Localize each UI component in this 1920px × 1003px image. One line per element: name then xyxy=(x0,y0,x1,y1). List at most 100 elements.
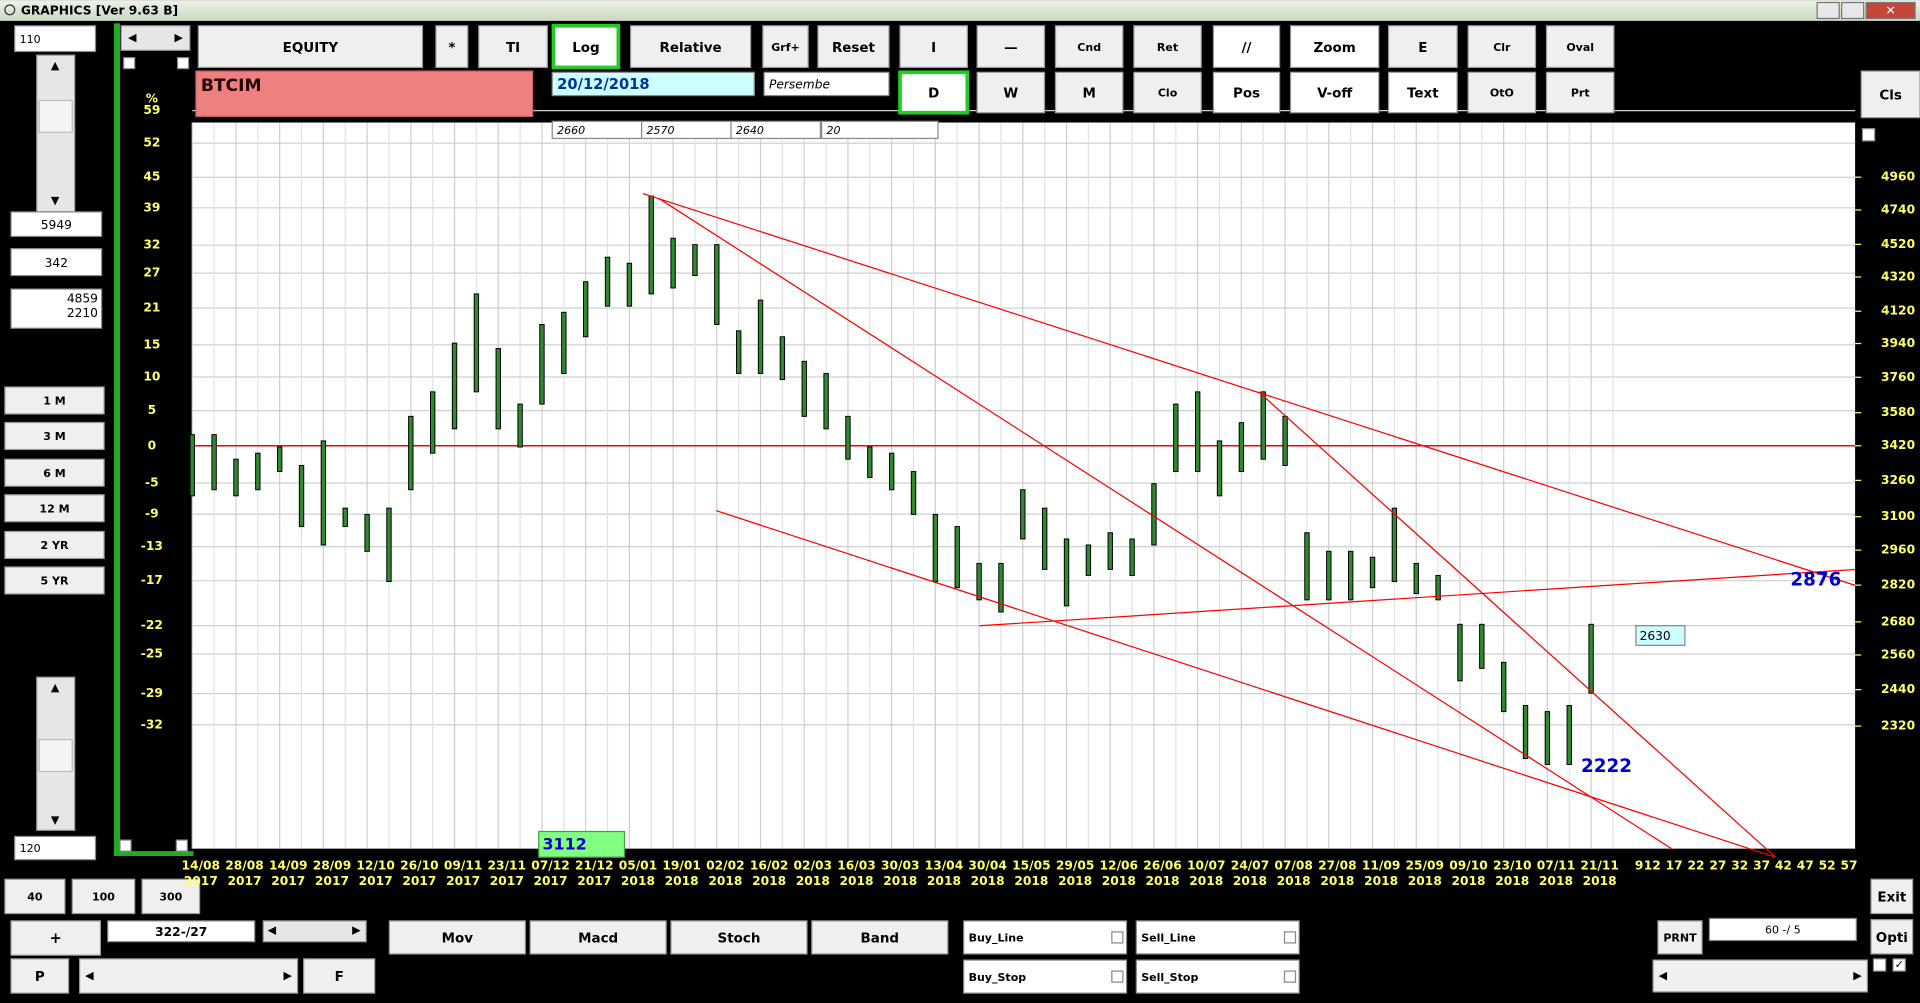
scrollbar[interactable] xyxy=(78,958,299,994)
close-chart-button[interactable] xyxy=(1860,70,1920,119)
future-tick-label: 12 xyxy=(1644,858,1661,872)
checkbox[interactable] xyxy=(1111,931,1124,944)
y2-tick-label: 10 xyxy=(143,370,160,384)
period-button[interactable] xyxy=(1467,71,1537,114)
period-button-label: Prt xyxy=(1571,87,1591,100)
checkbox[interactable] xyxy=(1283,970,1297,983)
price-bar xyxy=(801,360,807,417)
indicator-button[interactable] xyxy=(811,920,949,955)
close-button[interactable] xyxy=(1865,1,1916,20)
date-field[interactable] xyxy=(551,71,755,97)
ratio-field[interactable] xyxy=(1708,917,1857,942)
indicator-button[interactable] xyxy=(388,920,526,955)
x-tick-label: 09/11 xyxy=(444,858,483,872)
range-field[interactable] xyxy=(107,920,256,943)
period-button[interactable] xyxy=(1545,71,1615,114)
p-button[interactable] xyxy=(10,958,70,994)
toolbar-button[interactable] xyxy=(1133,25,1202,69)
toolbar-button[interactable] xyxy=(435,25,469,69)
period-button[interactable] xyxy=(1387,71,1458,114)
scrollbar[interactable] xyxy=(36,54,76,213)
zoom-button[interactable] xyxy=(141,878,201,915)
checkbox[interactable] xyxy=(1892,958,1906,972)
order-field[interactable] xyxy=(963,920,1128,955)
price-bar xyxy=(1369,556,1376,589)
order-field[interactable] xyxy=(963,959,1128,994)
scroll-thumb[interactable] xyxy=(38,99,73,133)
toolbar-button[interactable] xyxy=(817,25,890,69)
scroll-thumb[interactable] xyxy=(38,739,73,773)
checkbox[interactable] xyxy=(1111,970,1124,983)
toolbar-button[interactable] xyxy=(899,25,968,69)
add-button[interactable] xyxy=(10,920,102,956)
toolbar-button-label: Grf+ xyxy=(771,41,800,54)
indicator-button[interactable] xyxy=(529,920,667,955)
x-tick-label: 07/08 xyxy=(1274,858,1313,872)
period-button[interactable] xyxy=(898,70,970,115)
zoom-button[interactable] xyxy=(71,878,136,915)
restore-button[interactable] xyxy=(1841,1,1865,20)
range-button[interactable] xyxy=(4,421,105,451)
future-tick-label: 42 xyxy=(1775,858,1792,872)
toolbar-button[interactable] xyxy=(478,25,548,69)
indicator-button[interactable] xyxy=(670,920,808,955)
period-button[interactable] xyxy=(1133,71,1202,114)
price-bar xyxy=(408,415,414,491)
f-button[interactable] xyxy=(303,958,376,994)
day-field[interactable] xyxy=(763,71,890,97)
toolbar-button[interactable] xyxy=(551,23,621,70)
exit-button[interactable] xyxy=(1870,878,1914,915)
range-button[interactable] xyxy=(4,566,105,595)
toolbar-button[interactable] xyxy=(762,25,809,69)
checkbox[interactable] xyxy=(1872,958,1887,972)
checkbox[interactable] xyxy=(123,57,136,70)
checkbox[interactable] xyxy=(1283,931,1297,944)
print-button[interactable] xyxy=(1657,920,1703,955)
toolbar-button[interactable] xyxy=(1212,25,1281,69)
options-button[interactable] xyxy=(1870,919,1914,955)
toolbar-button[interactable] xyxy=(1387,25,1458,69)
count-field[interactable] xyxy=(14,835,97,861)
range-button[interactable] xyxy=(4,494,105,523)
x-tick-year: 2017 xyxy=(359,874,393,888)
zoom-button[interactable] xyxy=(4,878,66,915)
price-label: 2222 xyxy=(1581,756,1632,777)
scrollbar[interactable] xyxy=(1652,959,1868,993)
period-button[interactable] xyxy=(976,71,1046,114)
toolbar-button[interactable] xyxy=(630,25,752,69)
checkbox[interactable] xyxy=(175,839,188,852)
y2-axis-label: % xyxy=(146,92,158,106)
info-field[interactable] xyxy=(10,211,103,238)
toolbar-button[interactable] xyxy=(1545,25,1615,69)
period-button[interactable] xyxy=(1290,71,1380,114)
x-tick-year: 2018 xyxy=(752,874,786,888)
toolbar-button[interactable] xyxy=(1054,25,1124,69)
checkbox[interactable] xyxy=(1861,128,1876,142)
range-button[interactable] xyxy=(4,458,105,487)
minimize-button[interactable] xyxy=(1816,1,1840,20)
order-field-text: Buy_Line xyxy=(969,932,1024,945)
price-bar xyxy=(298,464,305,528)
value-field[interactable] xyxy=(821,120,939,140)
info-field[interactable] xyxy=(10,248,103,277)
checkbox[interactable] xyxy=(176,57,190,70)
count-field[interactable] xyxy=(14,25,97,53)
future-tick-label: 37 xyxy=(1753,858,1770,872)
period-button[interactable] xyxy=(1212,71,1281,114)
toolbar-button[interactable] xyxy=(197,25,424,69)
period-button[interactable] xyxy=(1054,71,1124,114)
price-bar xyxy=(1129,538,1135,576)
checkbox[interactable] xyxy=(119,839,132,852)
nav-arrows[interactable] xyxy=(120,25,191,51)
info-field[interactable] xyxy=(10,288,103,329)
toolbar-button[interactable] xyxy=(1467,25,1537,69)
value-field[interactable] xyxy=(730,120,822,140)
range-button[interactable] xyxy=(4,386,105,415)
toolbar-button[interactable] xyxy=(1290,25,1380,69)
price-bar xyxy=(604,256,611,307)
order-field[interactable] xyxy=(1135,959,1300,994)
order-field[interactable] xyxy=(1135,920,1300,955)
range-button[interactable] xyxy=(4,530,105,560)
scrollbar[interactable] xyxy=(262,920,367,943)
toolbar-button[interactable] xyxy=(976,25,1046,69)
